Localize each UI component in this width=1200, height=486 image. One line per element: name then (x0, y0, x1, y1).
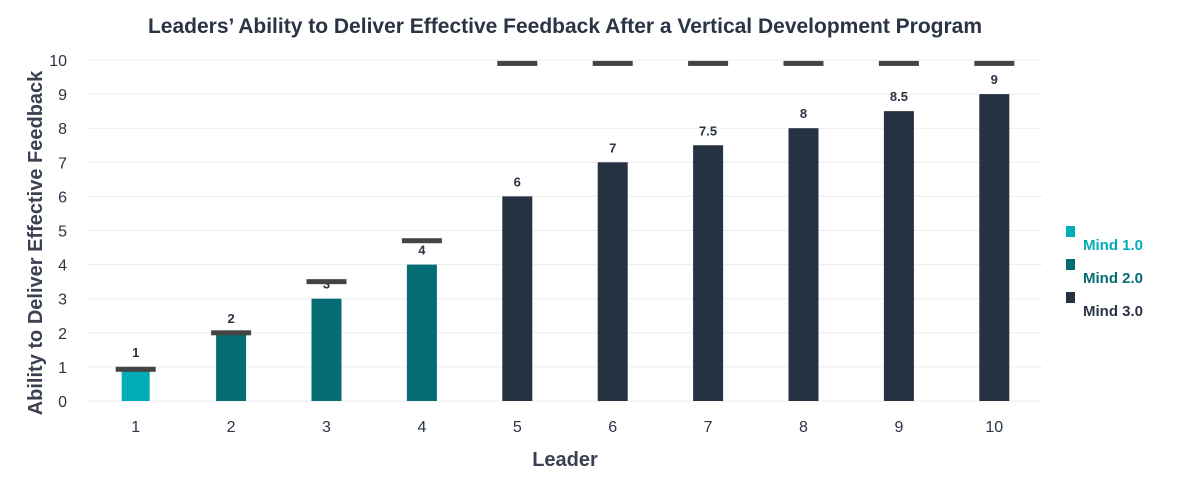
bar (406, 264, 437, 401)
bar (979, 94, 1010, 401)
bar (216, 332, 247, 401)
x-tick-label: 2 (227, 419, 236, 436)
bar (597, 162, 628, 401)
x-tick-label: 6 (608, 419, 617, 436)
target-marker (592, 60, 633, 66)
y-tick-label: 9 (58, 87, 67, 104)
y-axis-label: Ability to Deliver Effective Feedback (25, 70, 47, 415)
bar (788, 128, 819, 401)
target-marker (401, 238, 442, 244)
x-axis-label: Leader (532, 449, 598, 471)
legend-label: Mind 1.0 (1083, 237, 1143, 254)
x-tick-label: 10 (985, 419, 1003, 436)
x-tick-label: 3 (322, 419, 331, 436)
legend-swatch (1066, 292, 1075, 303)
data-label: 7.5 (699, 123, 717, 138)
bar (883, 111, 914, 402)
x-tick-label: 4 (417, 419, 426, 436)
data-label: 6 (514, 174, 521, 189)
y-tick-label: 4 (58, 258, 67, 275)
x-tick-label: 9 (894, 419, 903, 436)
data-label: 9 (991, 72, 998, 87)
y-tick-label: 6 (58, 189, 67, 206)
y-tick-label: 1 (58, 360, 67, 377)
data-label: 3 (323, 277, 330, 292)
data-label: 8.5 (890, 89, 908, 104)
y-tick-label: 10 (49, 53, 67, 70)
x-tick-label: 1 (131, 419, 140, 436)
x-tick-label: 5 (513, 419, 522, 436)
bar (121, 366, 150, 401)
target-marker (974, 60, 1015, 66)
data-label: 8 (800, 106, 807, 121)
y-tick-label: 5 (58, 224, 67, 241)
legend-label: Mind 3.0 (1083, 303, 1143, 320)
y-tick-label: 3 (58, 292, 67, 309)
x-tick-label: 7 (704, 419, 713, 436)
data-label: 4 (418, 243, 426, 258)
y-tick-label: 7 (58, 155, 67, 172)
target-marker (878, 60, 919, 66)
target-marker (688, 60, 729, 66)
target-marker (497, 60, 538, 66)
chart-title: Leaders’ Ability to Deliver Effective Fe… (148, 15, 982, 38)
data-label: 1 (132, 345, 139, 360)
bar (502, 196, 533, 401)
target-marker (211, 330, 252, 336)
data-label: 7 (609, 140, 616, 155)
target-marker (783, 60, 824, 66)
x-tick-label: 8 (799, 419, 808, 436)
y-tick-label: 2 (58, 326, 67, 343)
target-marker (306, 279, 347, 285)
bar (311, 298, 342, 401)
legend-label: Mind 2.0 (1083, 270, 1143, 287)
y-tick-label: 8 (58, 121, 67, 138)
legend-swatch (1066, 259, 1075, 270)
y-tick-label: 0 (58, 394, 67, 411)
data-label: 2 (227, 311, 234, 326)
legend-swatch (1066, 226, 1075, 237)
target-marker (115, 366, 156, 372)
bar (693, 145, 724, 401)
